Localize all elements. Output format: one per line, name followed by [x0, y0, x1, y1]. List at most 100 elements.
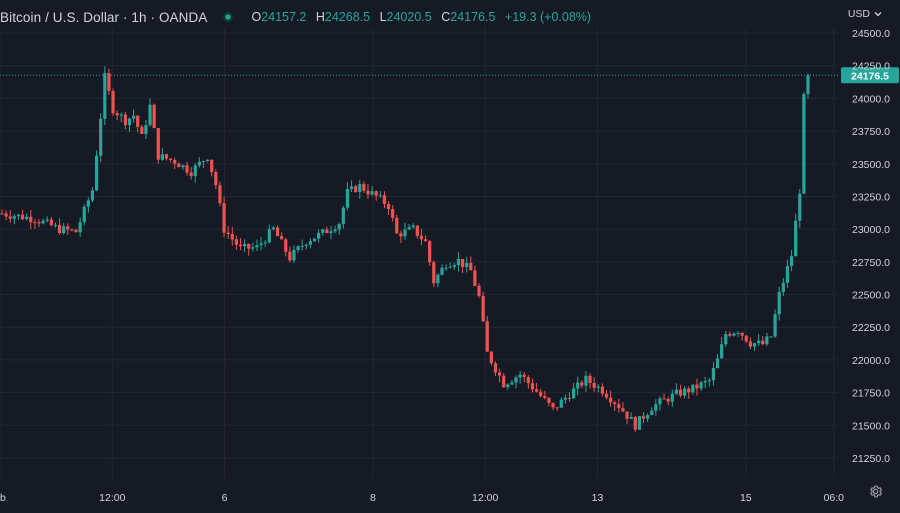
candle-body [288, 251, 292, 261]
candle-body [37, 222, 41, 224]
candle-body [247, 243, 251, 249]
symbol-title[interactable]: Bitcoin / U.S. Dollar · 1h · OANDA [0, 9, 208, 25]
candle-body [695, 384, 699, 389]
candle-body [543, 395, 547, 398]
candle-body [304, 244, 308, 246]
candle-body [111, 90, 115, 114]
candle-body [255, 245, 259, 248]
y-tick-label: 21750.0 [852, 388, 890, 400]
candle-body [456, 258, 461, 266]
candle-body [238, 244, 243, 247]
candle-body [637, 416, 641, 430]
candle-body [444, 267, 448, 269]
candle-body [662, 398, 666, 400]
candle-body [78, 222, 82, 233]
candle-body [131, 115, 136, 119]
currency-selector[interactable]: USD [848, 8, 882, 20]
candle-body [600, 386, 604, 394]
candle-body [423, 239, 428, 242]
y-tick-label: 24500.0 [852, 28, 890, 40]
y-tick-label: 23000.0 [852, 224, 890, 236]
y-tick-label: 23750.0 [852, 126, 890, 138]
change-value: +19.3 (+0.08%) [504, 10, 592, 24]
candle-body [185, 165, 189, 173]
candle-body [53, 224, 58, 226]
candle-body [218, 185, 222, 204]
candle-body [395, 217, 399, 234]
candle-body [345, 188, 350, 208]
candle-body [45, 219, 49, 221]
x-tick-label: 06:0 [824, 492, 845, 504]
candle-body [292, 249, 296, 261]
candle-body [650, 410, 654, 416]
candle-body [769, 336, 773, 338]
candle-body [477, 285, 481, 296]
candle-body [493, 363, 498, 373]
high-label: H [315, 10, 325, 24]
candle-body [415, 225, 419, 236]
candle-body [555, 407, 559, 409]
candle-body [481, 295, 485, 322]
close-value: 24176.5 [450, 10, 496, 24]
close-label: C [441, 10, 451, 24]
candle-body [169, 158, 173, 160]
candle-body [271, 227, 276, 230]
open-label: O [251, 10, 262, 24]
candle-body [748, 341, 753, 347]
x-tick-label: 6 [222, 492, 228, 504]
candle-body [469, 262, 473, 271]
candle-body [82, 206, 86, 223]
candle-body [70, 229, 74, 231]
candle-body [90, 190, 95, 201]
candle-body [452, 265, 456, 267]
candle-body [432, 262, 436, 284]
candle-body [440, 267, 444, 275]
candle-body [312, 238, 317, 242]
candle-body [736, 332, 740, 334]
gear-icon[interactable] [868, 484, 883, 504]
x-tick-label: 12:00 [472, 492, 498, 504]
x-axis: eb 12:00 6 8 12:00 13 15 06:0 [0, 492, 844, 504]
candle-body [366, 190, 370, 195]
candle-body [4, 213, 8, 217]
candle-body [243, 243, 247, 247]
y-tick-label: 21250.0 [852, 453, 890, 465]
candle-body [29, 216, 33, 223]
candle-body [337, 224, 341, 230]
candle-body [259, 243, 263, 246]
candle-body [765, 336, 769, 345]
candle-body [251, 247, 255, 249]
candle-body [720, 344, 724, 359]
candle-body [539, 391, 543, 396]
candle-body [267, 229, 271, 243]
candle-body [107, 73, 111, 91]
candle-body [399, 233, 403, 237]
y-tick-label: 21500.0 [852, 420, 890, 432]
candle-body [20, 214, 25, 220]
candle-body [41, 220, 45, 224]
candle-body [99, 118, 103, 156]
candle-body [613, 402, 617, 405]
candle-body [621, 408, 625, 412]
candle-body [773, 314, 777, 337]
candle-body [94, 155, 99, 191]
candle-body [781, 282, 785, 292]
candle-body [391, 209, 395, 218]
candle-body [703, 380, 707, 383]
candle-body [576, 382, 580, 389]
candle-body [761, 340, 765, 345]
candle-body [136, 115, 140, 127]
candles [0, 66, 810, 432]
candle-body [349, 186, 354, 189]
candle-body [177, 163, 181, 168]
candle-body [580, 382, 584, 386]
candle-body [551, 402, 555, 408]
candle-body [448, 266, 452, 268]
candle-body [33, 222, 37, 224]
candle-body [127, 118, 132, 126]
candle-body [777, 291, 781, 315]
y-tick-label: 22750.0 [852, 257, 890, 269]
candle-body [181, 165, 185, 168]
